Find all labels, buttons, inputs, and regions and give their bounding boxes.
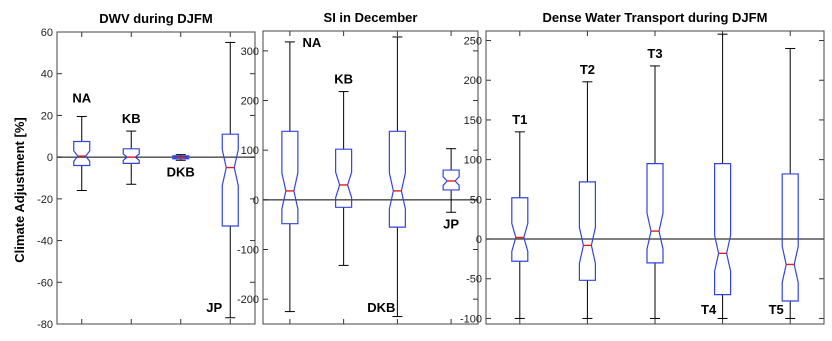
box-body [172, 155, 190, 160]
y-tick-label: -100 [460, 313, 482, 325]
box-label: DKB [167, 164, 195, 179]
y-tick-label: 0 [47, 152, 53, 164]
box-DKB: DKB [167, 154, 195, 179]
box-KB: KB [122, 111, 141, 185]
y-tick-label: -100 [237, 245, 259, 257]
box-label: T1 [512, 112, 527, 127]
box-body [781, 173, 799, 302]
y-tick-label: 100 [464, 155, 482, 167]
box-label: T3 [647, 46, 662, 61]
box-label: T2 [580, 62, 595, 77]
chart-title: SI in December [324, 10, 418, 25]
box-body [388, 130, 406, 228]
box-T1: T1 [511, 112, 529, 319]
y-tick-label: 300 [241, 46, 259, 58]
box-label: JP [443, 216, 459, 231]
box-label: NA [302, 35, 321, 50]
y-tick-label: 200 [464, 75, 482, 87]
y-tick-label: -60 [37, 277, 53, 289]
y-tick-label: -40 [37, 236, 53, 248]
y-tick-label: 60 [41, 27, 53, 39]
box-label: DKB [367, 300, 395, 315]
chart-title: DWV during DJFM [99, 11, 212, 26]
y-tick-label: 50 [470, 194, 482, 206]
box-label: T5 [769, 302, 784, 317]
y-tick-label: -50 [466, 274, 482, 286]
y-tick-label: -80 [37, 319, 53, 331]
box-T5: T5 [769, 47, 799, 319]
y-tick-label: -200 [237, 294, 259, 306]
box-DKB: DKB [367, 36, 406, 318]
y-tick-label: 0 [253, 195, 259, 207]
box-body [442, 169, 460, 191]
box-label: JP [206, 300, 222, 315]
box-body [73, 140, 91, 167]
box-body [281, 130, 299, 225]
box-T2: T2 [578, 62, 596, 319]
y-axis-label: Climate Adjustment [%] [12, 117, 27, 262]
plot-frame [56, 31, 256, 325]
plot-frame [262, 30, 479, 325]
box-T3: T3 [646, 46, 664, 319]
y-tick-label: 40 [41, 69, 53, 81]
box-body [335, 148, 353, 208]
box-body [578, 181, 596, 281]
y-tick-label: -20 [37, 194, 53, 206]
box-label: KB [334, 72, 353, 87]
box-label: NA [72, 90, 91, 105]
box-body [646, 163, 664, 264]
y-tick-label: 150 [464, 115, 482, 127]
chart-title: Dense Water Transport during DJFM [543, 10, 768, 25]
chart-panel-2: SI in December -200 -100 0 100 200 300 NA KB DKB J… [237, 10, 479, 325]
box-JP: JP [442, 148, 460, 231]
box-T4: T4 [701, 33, 732, 319]
chart-panel-3: Dense Water Transport during DJFM -100 -50… [460, 10, 825, 325]
box-NA: NA [72, 90, 92, 192]
y-tick-label: 200 [241, 96, 259, 108]
plot-frame [485, 30, 825, 325]
y-tick-label: 100 [241, 145, 259, 157]
box-label: T4 [701, 302, 717, 317]
box-body [511, 197, 529, 262]
box-body [122, 148, 140, 164]
box-JP: JP [206, 41, 239, 319]
y-tick-label: 250 [464, 36, 482, 48]
box-label: KB [122, 111, 141, 126]
y-tick-label: 0 [476, 234, 482, 246]
box-NA: NA [281, 35, 322, 313]
box-body [221, 133, 239, 227]
box-KB: KB [334, 72, 353, 266]
y-tick-label: 20 [41, 110, 53, 122]
chart-panel-1: DWV during DJFM-80-60-40-200204060NAKBDK… [37, 11, 256, 331]
box-body [714, 163, 732, 296]
